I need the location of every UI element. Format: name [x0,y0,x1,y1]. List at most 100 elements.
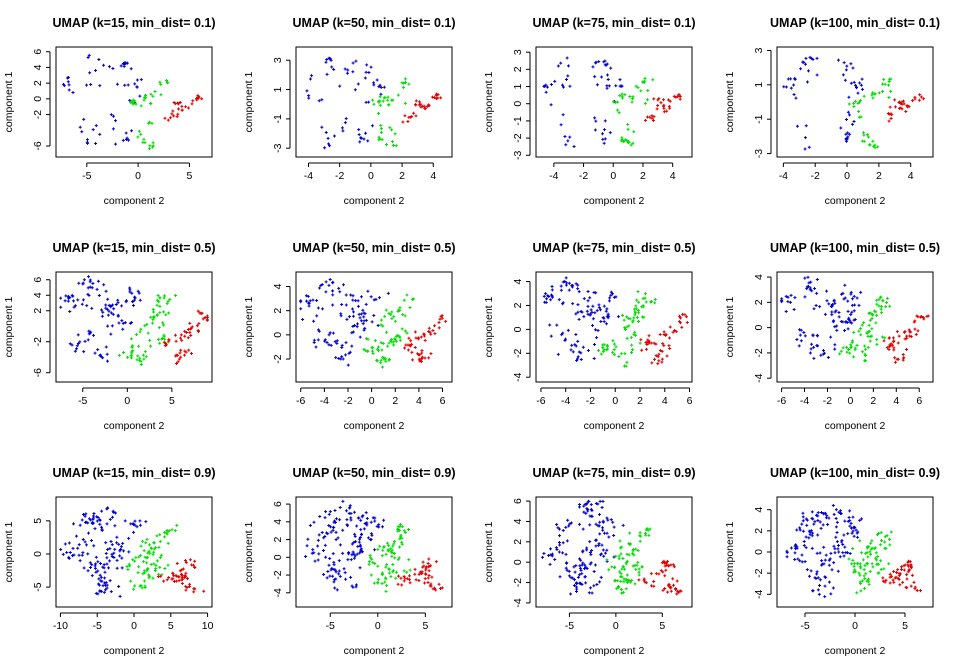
scatter-point [905,573,909,577]
scatter-point [124,131,128,135]
scatter-point [67,541,71,545]
scatter-point [913,585,917,589]
scatter-point [113,524,117,528]
scatter-point [403,329,407,333]
scatter-point [795,528,799,532]
scatter-point [189,327,193,331]
scatter-point [792,83,796,87]
scatter-point [858,81,862,85]
scatter-point [862,133,866,137]
scatter-point [830,313,834,317]
scatter-point [636,309,640,313]
scatter-point [666,563,670,567]
scatter-point [622,139,626,143]
scatter-point [104,581,108,585]
scatter-point [394,339,398,343]
scatter-point [380,554,384,558]
scatter-point [89,82,93,86]
scatter-point [91,282,95,286]
scatter-point [632,130,636,134]
scatter-point [603,551,607,555]
scatter-point [650,114,654,118]
scatter-point [815,343,819,347]
scatter-point [175,561,179,565]
scatter-point [151,553,155,557]
scatter-point [180,574,184,578]
scatter-point [420,351,424,355]
scatter-point [605,548,609,552]
scatter-point [202,589,206,593]
scatter-point [371,352,375,356]
scatter-point [620,567,624,571]
scatter-point [842,61,846,65]
scatter-point [863,344,867,348]
scatter-point [564,77,568,81]
scatter-point [674,330,678,334]
scatter-point [117,353,121,357]
scatter-point [919,314,923,318]
scatter-point [328,144,332,148]
scatter-point [591,317,595,321]
scatter-point [176,107,180,111]
scatter-point [848,319,852,323]
scatter-point [376,345,380,349]
scatter-point [631,97,635,101]
scatter-point [607,535,611,539]
scatter-point [626,123,630,127]
scatter-point [881,576,885,580]
scatter-point [426,576,430,580]
scatter-point [183,329,187,333]
scatter-point [684,315,688,319]
scatter-point [884,578,888,582]
scatter-point [104,541,108,545]
x-tick-label: 4 [430,170,436,182]
scatter-point [854,83,858,87]
scatter-point [557,550,561,554]
scatter-point [377,523,381,527]
scatter-point [880,311,884,315]
scatter-point [844,68,848,72]
scatter-point [566,328,570,332]
y-tick-label: -3 [512,150,524,159]
scatter-point [331,281,335,285]
scatter-point [606,347,610,351]
scatter-point [795,338,799,342]
scatter-point [893,576,897,580]
scatter-point [601,526,605,530]
scatter-point [301,318,305,322]
scatter-point [921,316,925,320]
plot-frame [55,271,213,383]
scatter-point [329,530,333,534]
scatter-point [629,336,633,340]
scatter-point [376,577,380,581]
scatter-point [331,528,335,532]
scatter-point [597,306,601,310]
scatter-point [628,531,632,535]
scatter-point [575,358,579,362]
scatter-point [341,357,345,361]
scatter-point [100,527,104,531]
scatter-point [333,509,337,513]
scatter-point [648,527,652,531]
scatter-point [897,572,901,576]
scatter-point [652,579,656,583]
scatter-point [107,303,111,307]
scatter-point [618,570,622,574]
panel-title: UMAP (k=15, min_dist= 0.5) [52,241,215,255]
x-tick-label: 4 [893,395,899,407]
scatter-point [393,132,397,136]
scatter-point [95,287,99,291]
scatter-point [350,553,354,557]
scatter-point [413,330,417,334]
scatter-point [113,511,117,515]
scatter-point [918,93,922,97]
scatter-point [896,341,900,345]
scatter-point [348,350,352,354]
scatter-point [654,342,658,346]
scatter-point [412,297,416,301]
scatter-point [392,340,396,344]
scatter-point [364,511,368,515]
scatter-point [866,345,870,349]
scatter-point [613,579,617,583]
scatter-point [899,106,903,110]
